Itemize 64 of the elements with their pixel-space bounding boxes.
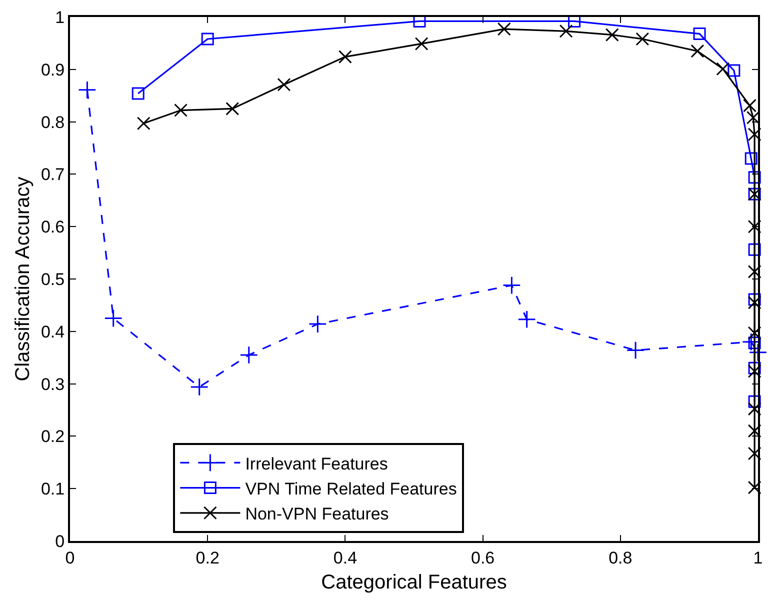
point: [132, 87, 144, 100]
point: [414, 36, 428, 50]
point: [746, 110, 760, 124]
point: [728, 64, 740, 77]
point: [338, 50, 352, 64]
point: [605, 28, 619, 42]
y-tick-label: 0: [55, 532, 65, 551]
point: [748, 296, 762, 310]
y-tick-label: 0.6: [40, 218, 65, 237]
x-tick-label: 1: [753, 548, 763, 568]
x-tick-label: 0.2: [196, 548, 220, 568]
point: [690, 44, 704, 58]
y-tick-label: 0.7: [40, 165, 65, 184]
point: [502, 276, 521, 294]
point: [748, 264, 762, 278]
point: [518, 310, 536, 328]
y-tick-label: 0.9: [40, 60, 65, 80]
y-tick-label: 0.3: [40, 374, 65, 394]
point: [190, 378, 208, 396]
point: [308, 314, 327, 334]
legend-label: Non-VPN Features: [245, 504, 389, 524]
point: [559, 24, 573, 38]
point: [226, 102, 240, 116]
y-tick-label: 0.1: [40, 480, 65, 499]
point: [748, 446, 762, 460]
point: [748, 243, 761, 256]
legend-label: VPN Time Related Features: [245, 479, 457, 498]
point: [104, 309, 122, 328]
point: [748, 424, 762, 438]
point: [748, 364, 762, 378]
point: [742, 98, 756, 112]
point: [174, 104, 188, 118]
point: [201, 32, 214, 46]
y-tick-label: 0.4: [40, 322, 65, 342]
x-axis-title: Categorical Features: [321, 571, 507, 594]
y-tick-label: 0.8: [40, 112, 65, 132]
point: [716, 62, 730, 76]
point: [744, 152, 758, 165]
point: [277, 78, 291, 92]
point: [748, 326, 762, 340]
point: [240, 346, 258, 364]
point: [78, 80, 96, 99]
x-tick-label: 0.6: [470, 548, 495, 568]
legend-label: Irrelevant Features: [245, 454, 388, 474]
y-tick-label: 1: [55, 8, 65, 27]
point: [497, 22, 511, 36]
point: [748, 362, 761, 374]
point: [748, 395, 761, 408]
y-axis-title: Classification Accuracy: [12, 176, 34, 382]
point: [748, 128, 762, 142]
point: [748, 480, 762, 494]
point: [748, 220, 762, 234]
point: [626, 341, 645, 360]
y-tick-label: 0.2: [40, 427, 65, 446]
y-tick-label: 0.5: [40, 270, 65, 289]
point: [693, 28, 706, 40]
point: [748, 171, 761, 184]
x-tick-label: 0.8: [608, 548, 632, 568]
x-tick-label: 0.4: [333, 548, 358, 568]
point: [748, 293, 761, 306]
point: [136, 116, 150, 130]
point: [636, 32, 650, 46]
point: [748, 336, 761, 350]
point: [748, 402, 762, 416]
